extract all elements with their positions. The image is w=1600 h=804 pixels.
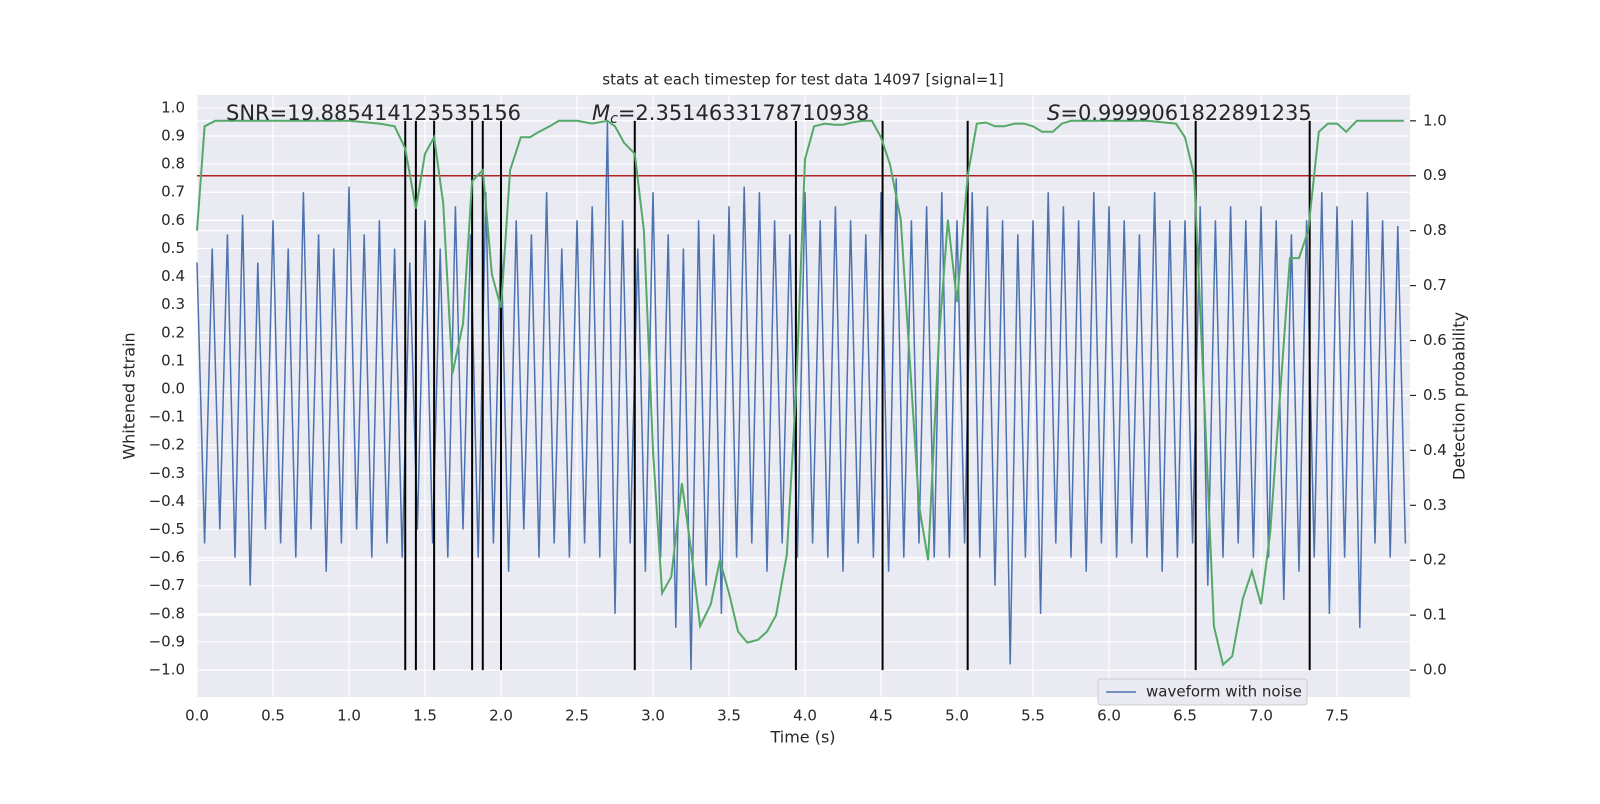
y-tick-label: 0.6	[161, 211, 185, 229]
y2-tick-label: 0.1	[1423, 606, 1447, 624]
x-tick-label: 6.0	[1097, 707, 1121, 725]
y-tick-label: −0.1	[149, 408, 185, 426]
y-tick-label: −0.2	[149, 436, 185, 454]
y-tick-label: −0.6	[149, 548, 185, 566]
annotation-part: M	[592, 101, 610, 125]
y2-tick-label: 0.0	[1423, 661, 1447, 679]
y-tick-label: 1.0	[161, 98, 185, 116]
x-tick-label: 2.0	[489, 707, 513, 725]
y-tick-label: −1.0	[149, 661, 185, 679]
legend-box	[1097, 678, 1308, 706]
y-tick-label: 0.2	[161, 323, 185, 341]
x-tick-label: 3.5	[717, 707, 741, 725]
x-tick-label: 4.0	[793, 707, 817, 725]
x-tick-label: 0.5	[261, 707, 285, 725]
annotation: S=0.9999061822891235	[1047, 101, 1312, 125]
y-tick-label: −0.7	[149, 576, 185, 594]
x-tick-label: 7.0	[1249, 707, 1273, 725]
y2-tick-label: 0.4	[1423, 441, 1447, 459]
y-tick-label: −0.4	[149, 492, 185, 510]
y-axis-label: Whitened strain	[120, 332, 139, 459]
y-tick-label: 0.9	[161, 127, 185, 145]
y2-tick-label: 0.5	[1423, 386, 1447, 404]
y2-tick-label: 0.6	[1423, 331, 1447, 349]
x-tick-label: 5.0	[945, 707, 969, 725]
annotation-part: S	[1047, 101, 1060, 125]
y2-tick-label: 0.3	[1423, 496, 1447, 514]
legend-label: waveform with noise	[1146, 683, 1302, 701]
y2-tick-label: 0.7	[1423, 276, 1447, 294]
y-tick-label: −0.3	[149, 464, 185, 482]
y-tick-label: 0.3	[161, 295, 185, 313]
y-tick-label: −0.9	[149, 632, 185, 650]
y-tick-label: 0.0	[161, 379, 185, 397]
y2-tick-label: 1.0	[1423, 111, 1447, 129]
x-tick-label: 2.5	[565, 707, 589, 725]
x-tick-label: 6.5	[1173, 707, 1197, 725]
y-tick-label: 0.1	[161, 351, 185, 369]
y-tick-label: 0.7	[161, 183, 185, 201]
y-tick-label: −0.8	[149, 604, 185, 622]
x-tick-label: 3.0	[641, 707, 665, 725]
y-tick-label: 0.4	[161, 267, 185, 285]
annotation-part: SNR=19.885414123535156	[226, 101, 521, 125]
x-tick-label: 7.5	[1325, 707, 1349, 725]
y-tick-label: 0.5	[161, 239, 185, 257]
chart-title: stats at each timestep for test data 140…	[602, 71, 1003, 89]
y2-tick-label: 0.9	[1423, 166, 1447, 184]
y2-tick-label: 0.2	[1423, 551, 1447, 569]
x-tick-label: 1.0	[337, 707, 361, 725]
x-tick-label: 4.5	[869, 707, 893, 725]
annotation: SNR=19.885414123535156	[226, 101, 521, 125]
y-tick-label: −0.5	[149, 520, 185, 538]
annotation-part: =0.9999061822891235	[1060, 101, 1311, 125]
y2-tick-label: 0.8	[1423, 221, 1447, 239]
x-tick-label: 1.5	[413, 707, 437, 725]
probability-line	[196, 119, 1404, 667]
annotation-part: =2.3514633178710938	[618, 101, 869, 125]
x-tick-label: 5.5	[1021, 707, 1045, 725]
y2-axis-label: Detection probability	[1450, 312, 1469, 480]
legend: waveform with noise	[1097, 678, 1308, 706]
annotation-part: c	[610, 111, 618, 127]
y-tick-label: 0.8	[161, 155, 185, 173]
x-tick-label: 0.0	[185, 707, 209, 725]
x-axis-label: Time (s)	[769, 728, 835, 747]
annotation: Mc=2.3514633178710938	[592, 101, 869, 127]
